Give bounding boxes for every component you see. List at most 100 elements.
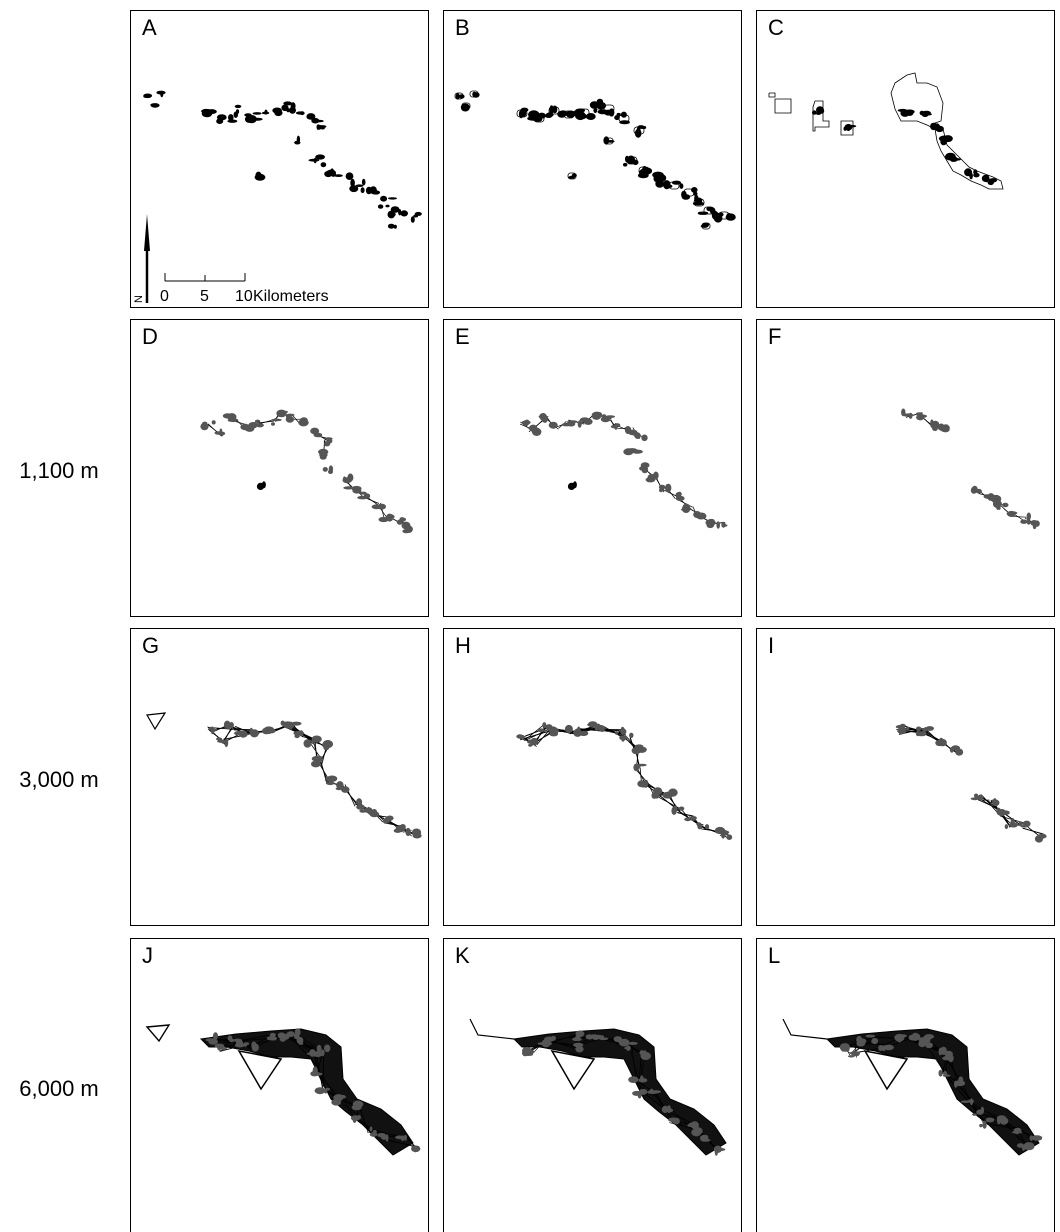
habitat-patch [596,101,607,110]
habitat-patch [350,1115,360,1121]
boundary-outline [774,98,792,114]
habitat-patch [974,793,979,798]
habitat-patch [626,1045,631,1051]
network-link [1017,1131,1026,1143]
habitat-patch [955,748,964,756]
habitat-patch [240,424,250,431]
boundary-outline [812,100,830,132]
habitat-patch [357,798,361,805]
habitat-patch [317,756,323,763]
habitat-patch [324,441,331,447]
habitat-patch [865,1034,876,1038]
habitat-patch [224,738,229,748]
habitat-patch [553,422,557,426]
buffer-outline [701,222,711,230]
habitat-patch [316,1044,322,1053]
network-link [956,1084,973,1101]
habitat-patch [269,1032,276,1038]
habitat-patch [638,1078,648,1083]
habitat-patch [1026,512,1031,521]
habitat-patch [369,1126,373,1132]
habitat-patch [1002,810,1010,815]
habitat-patch [308,158,320,162]
habitat-patch [383,819,389,824]
network-link [300,1044,314,1049]
habitat-patch [387,210,396,219]
habitat-patch [608,108,615,117]
habitat-patch [871,1040,875,1043]
habitat-patch [371,809,377,815]
panel-letter-a: A [142,15,157,40]
habitat-patch [318,125,327,129]
panel-letter-f: F [768,324,782,349]
map-panel-g: G [130,628,429,926]
habitat-patch [372,1129,377,1134]
row-label-3000: 3,000 m [19,767,99,792]
network-link [301,736,312,740]
network-link [550,1033,579,1044]
habitat-patch [628,1076,639,1083]
habitat-patch [331,1099,342,1106]
habitat-patch [528,743,533,747]
map-panel-e: E [443,319,742,617]
habitat-patch [1020,519,1028,524]
habitat-patch [208,1038,218,1045]
habitat-patch [689,816,697,821]
habitat-patch [979,1123,983,1128]
habitat-patch [597,412,602,418]
habitat-patch [575,1045,584,1053]
network-link [667,1111,694,1124]
habitat-patch [921,113,932,116]
habitat-patch [587,723,596,727]
habitat-patch [999,1117,1009,1125]
habitat-patch [356,804,365,810]
north-arrow-icon [144,214,246,303]
boundary-outline [890,72,1004,190]
boundary-outline [768,92,776,98]
habitat-patch [818,108,825,114]
habitat-patch [1026,518,1031,525]
habitat-patch [682,503,691,512]
buffer-outline [653,174,665,183]
habitat-patch [1002,502,1009,508]
network-link [223,735,243,740]
habitat-patch [996,1116,1001,1125]
habitat-patch [400,1135,405,1141]
buffer-outline [604,137,614,145]
habitat-patch [857,1038,867,1044]
buffer-outline [533,114,545,123]
habitat-patch [668,788,678,797]
habitat-patch [916,731,927,737]
habitat-patch [286,1031,295,1037]
habitat-patch [964,168,973,177]
habitat-patch [671,180,682,185]
habitat-patch [229,1038,235,1043]
buffer-outline [516,109,528,118]
map-panel-a: A N 0 5 10 Kilometers [130,10,429,308]
habitat-patch [634,128,642,138]
habitat-patch [516,734,524,739]
habitat-patch [246,115,257,124]
boundary-outline [840,120,854,136]
panel-letter-g: G [142,633,160,658]
north-label: N [133,295,145,303]
network-link [322,1049,325,1091]
habitat-patch [238,730,248,738]
network-link [677,812,694,817]
habitat-patch [399,517,405,522]
habitat-patch [980,1106,985,1114]
habitat-patch [296,1035,301,1044]
habitat-patch [700,224,709,228]
habitat-patch [550,1035,556,1041]
habitat-patch [360,187,365,194]
network-link [524,730,550,739]
habitat-patch [923,727,928,732]
scale-unit: Kilometers [253,288,329,305]
habitat-patch [522,1046,532,1055]
buffer-outline [578,108,590,117]
network-link [1022,827,1044,835]
habitat-patch [234,104,242,109]
habitat-patch [714,1148,718,1156]
habitat-patch [202,421,208,425]
map-panel-l: L [756,938,1055,1232]
